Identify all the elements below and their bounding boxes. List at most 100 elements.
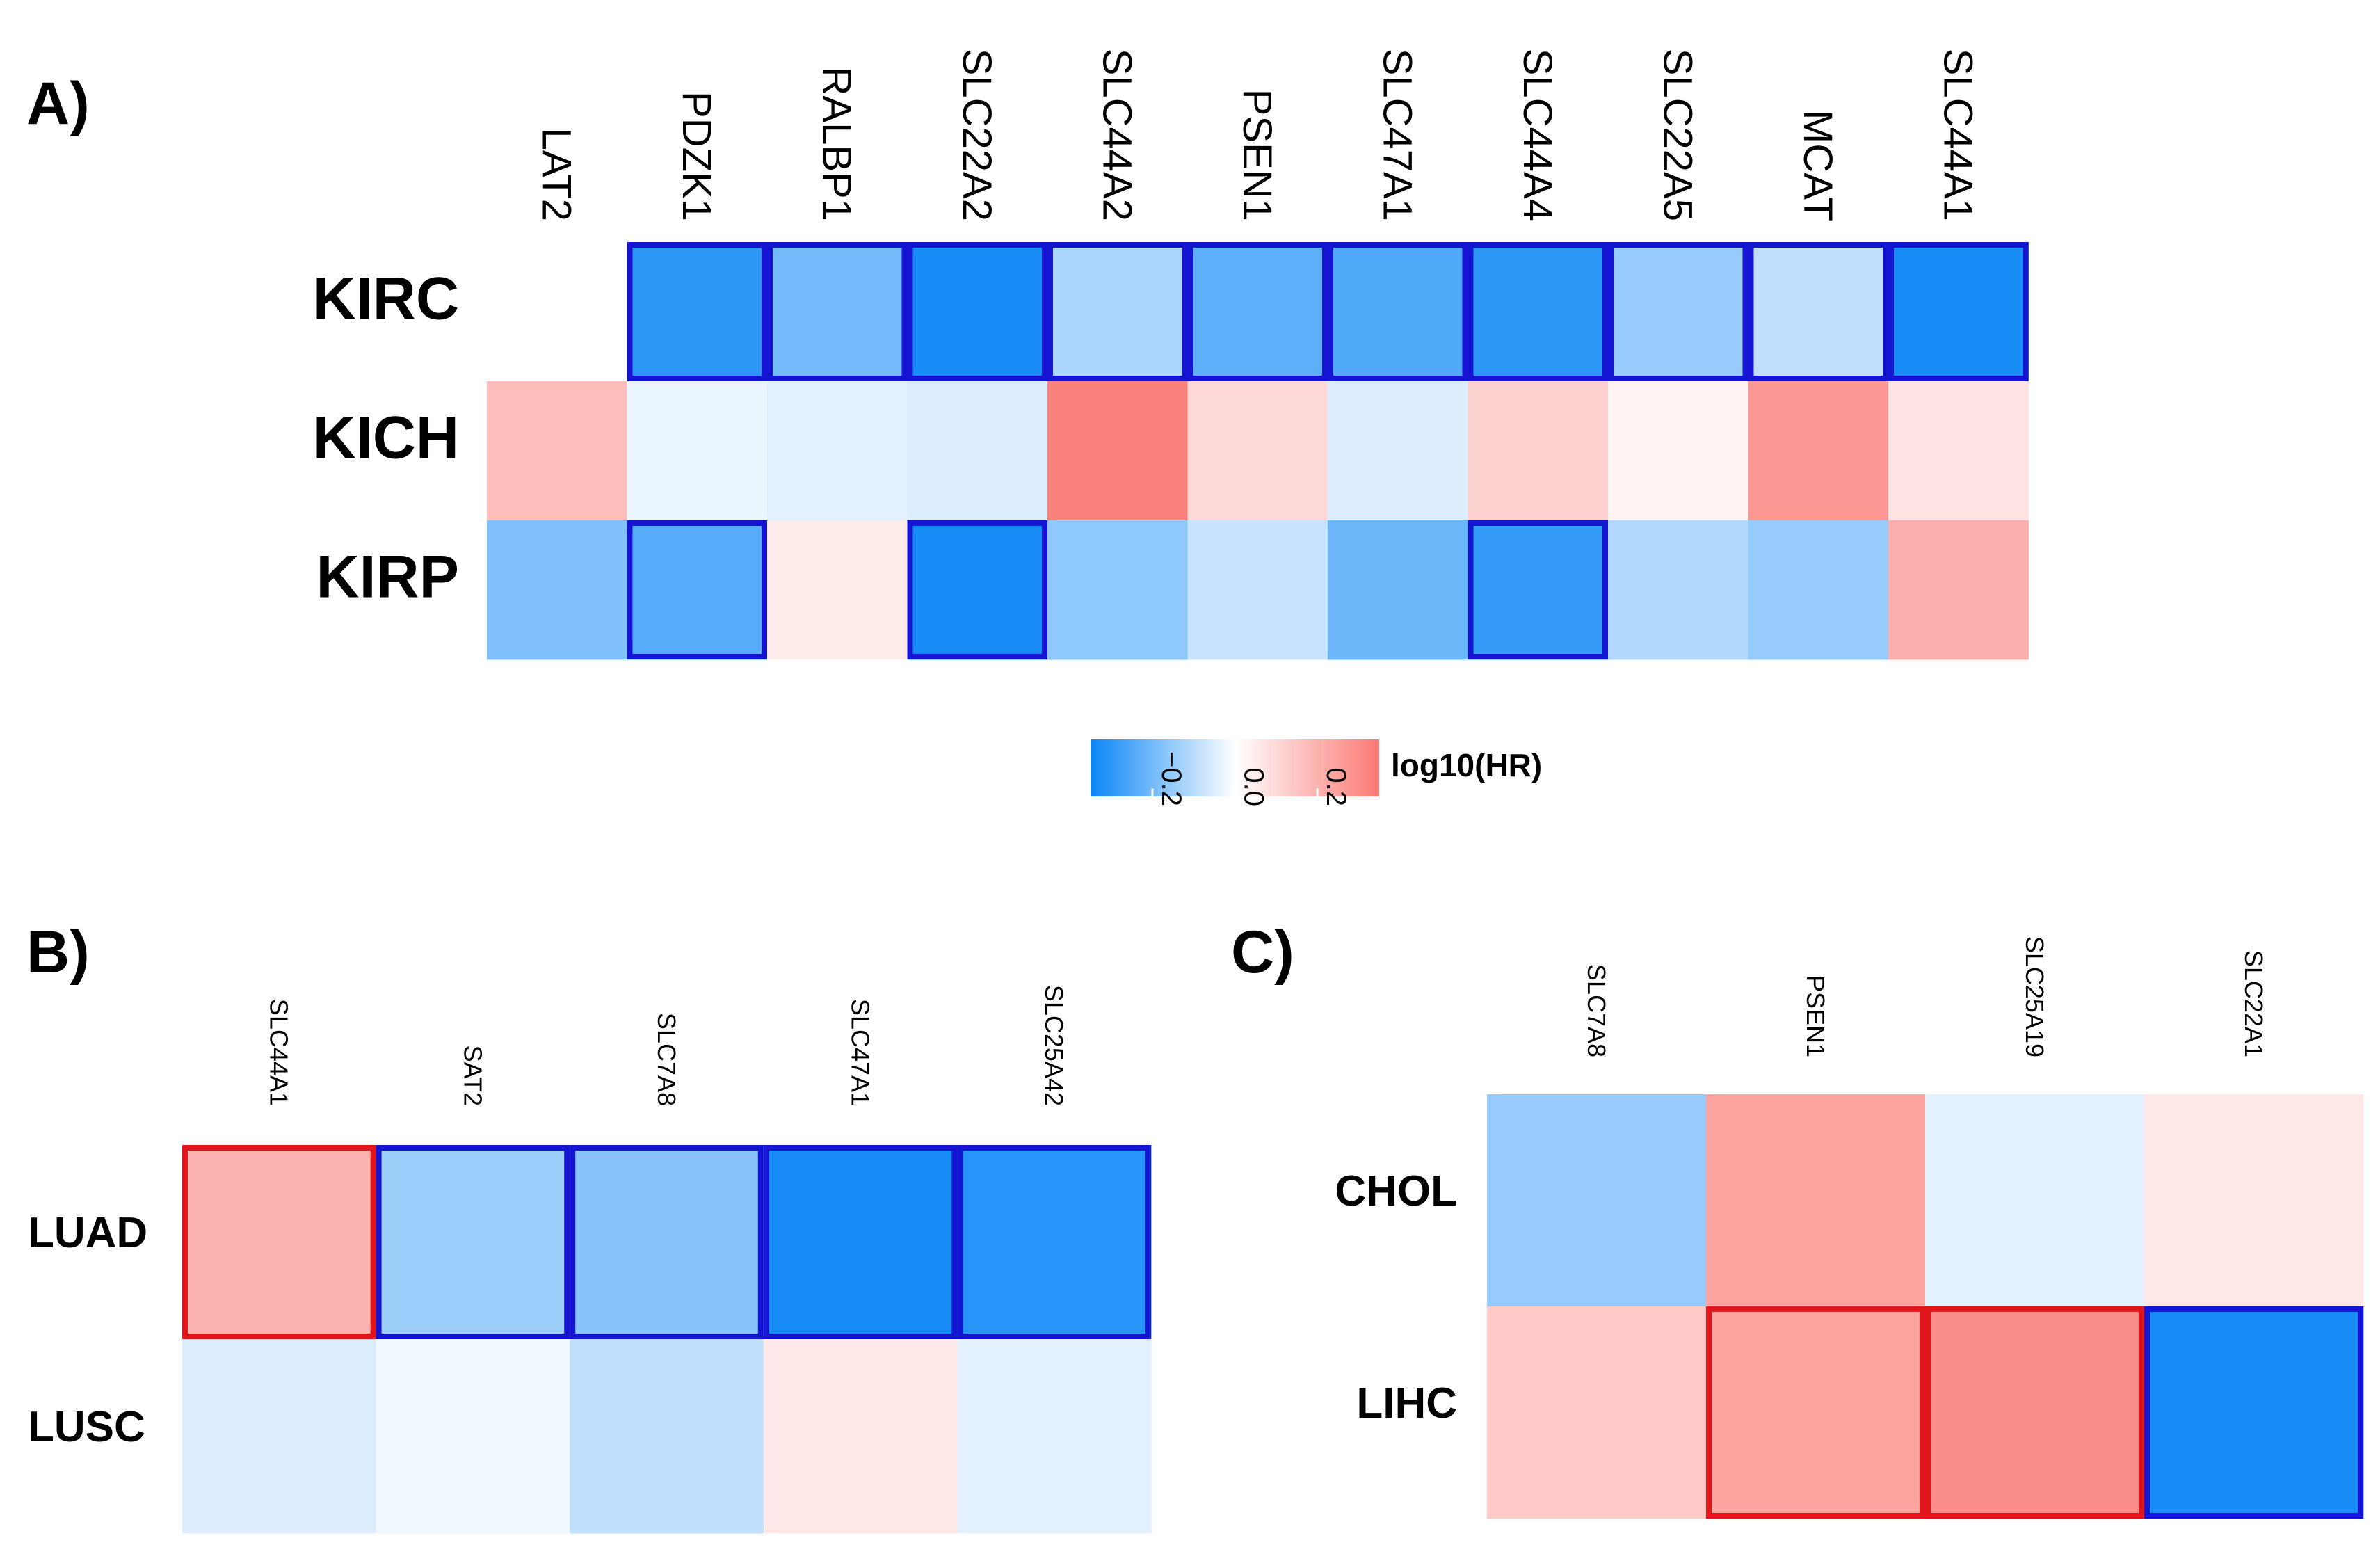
heatmap-cell: [1925, 1306, 2145, 1519]
heatmap-cell: [182, 1145, 377, 1340]
significance-border: [763, 1145, 958, 1339]
colorbar-gradient: [1091, 739, 1379, 796]
panel-a-row-labels: KIRC KICH KIRP: [313, 265, 459, 610]
heatmap-cell: [376, 1145, 570, 1340]
heatmap-cell: [1187, 381, 1328, 521]
column-label-slc47a1: SLC47A1: [1374, 49, 1420, 221]
significance-border: [376, 1145, 570, 1339]
panel-c-column-labels: SLC7A8 PSEN1 SLC25A19 SLC22A1: [1582, 936, 2268, 1057]
heatmap-cell: [767, 520, 908, 660]
panel-b-highlight-borders: [182, 1145, 1152, 1339]
heatmap-cell: [763, 1339, 958, 1534]
significance-border: [1748, 242, 1888, 381]
significance-border: [1047, 242, 1188, 381]
heatmap-cell: [1888, 520, 2029, 660]
colorbar-ticks: −0.2 0.0 0.2: [1151, 751, 1351, 806]
column-label-lat2: LAT2: [533, 128, 579, 221]
panel-c-cells: [1487, 1094, 2364, 1519]
column-label-slc7a8: SLC7A8: [652, 1013, 681, 1106]
panel-a-highlight-borders: [627, 242, 2029, 659]
column-label-pdzk1: PDZK1: [674, 91, 719, 221]
heatmap-cell: [1888, 381, 2029, 521]
significance-border: [767, 242, 908, 381]
heatmap-cell: [1328, 242, 1468, 382]
column-label-slc25a19: SLC25A19: [2020, 936, 2049, 1057]
column-label-slc22a2: SLC22A2: [954, 49, 999, 221]
heatmap-cell: [627, 520, 768, 660]
heatmap-cell: [957, 1339, 1152, 1534]
row-label-lihc: LIHC: [1356, 1379, 1457, 1427]
heatmap-cell: [1925, 1094, 2145, 1307]
heatmap-cell: [1187, 520, 1328, 660]
heatmap-cell: [627, 242, 768, 382]
column-label-slc44a4: SLC44A4: [1515, 49, 1560, 221]
heatmap-cell: [1328, 381, 1468, 521]
panel-b-column-labels: SLC44A1 SAT2 SLC7A8 SLC47A1 SLC25A42: [265, 985, 1068, 1106]
heatmap-cell: [1748, 520, 1889, 660]
heatmap-cell: [957, 1145, 1152, 1340]
heatmap-cell: [570, 1339, 764, 1534]
significance-border: [957, 1145, 1152, 1339]
heatmap-cell: [1468, 381, 1609, 521]
heatmap-cell: [2144, 1094, 2364, 1307]
heatmap-cell: [182, 1339, 377, 1534]
panel-b-label: B): [26, 919, 90, 986]
heatmap-cell: [1608, 381, 1748, 521]
column-label-slc25a42: SLC25A42: [1040, 985, 1068, 1106]
row-label-kirp: KIRP: [316, 543, 459, 610]
heatmap-cell: [1706, 1094, 1926, 1307]
column-label-psen1: PSEN1: [1801, 975, 1830, 1057]
significance-border: [1608, 242, 1748, 381]
significance-border: [570, 1145, 764, 1339]
heatmap-cell: [487, 381, 627, 521]
heatmap-cell: [570, 1145, 764, 1340]
heatmap-cell: [907, 242, 1048, 382]
significance-border: [907, 520, 1047, 659]
heatmap-cell: [1487, 1094, 1707, 1307]
panel-b-row-labels: LUAD LUSC: [28, 1209, 147, 1451]
column-label-slc22a5: SLC22A5: [1655, 49, 1700, 221]
significance-border: [627, 520, 767, 659]
panel-b-heatmap: B) SLC44A1 SAT2 SLC7A8 SLC47A1 SLC25A42 LUAD…: [26, 919, 1152, 1534]
heatmap-cell: [1047, 520, 1188, 660]
colorbar-title: log10(HR): [1391, 747, 1542, 783]
heatmap-cell: [907, 520, 1048, 660]
panel-a-label: A): [26, 70, 90, 137]
heatmap-cell: [376, 1339, 570, 1534]
significance-border: [182, 1145, 376, 1339]
heatmap-cell: [1748, 242, 1889, 382]
heatmap-cell: [1608, 520, 1748, 660]
heatmap-cell: [907, 381, 1048, 521]
heatmap-cell: [767, 381, 908, 521]
heatmap-cell: [2144, 1306, 2364, 1519]
column-label-slc44a1: SLC44A1: [1935, 49, 1980, 221]
heatmap-cell: [1047, 242, 1188, 382]
heatmap-cell: [1748, 381, 1889, 521]
significance-border: [1925, 1306, 2144, 1519]
heatmap-cell: [1468, 242, 1609, 382]
panel-a-column-labels: LAT2 PDZK1 RALBP1 SLC22A2 SLC44A2 PSEN1 SLC47A…: [533, 49, 1980, 221]
heatmap-cell: [1047, 381, 1188, 521]
row-label-kirc: KIRC: [313, 265, 459, 332]
column-label-slc22a1: SLC22A1: [2240, 950, 2268, 1057]
heatmap-cell: [627, 381, 768, 521]
row-label-kich: KICH: [313, 404, 459, 471]
colorbar-tick-label: −0.2: [1156, 751, 1187, 806]
panel-a-cells: [487, 242, 2029, 660]
significance-border: [1888, 242, 2029, 381]
heatmap-cell: [487, 242, 627, 382]
row-label-chol: CHOL: [1335, 1167, 1457, 1215]
panel-c-label: C): [1231, 919, 1294, 986]
row-label-luad: LUAD: [28, 1209, 147, 1257]
column-label-slc44a2: SLC44A2: [1094, 49, 1139, 221]
significance-border: [1468, 242, 1608, 381]
heatmap-cell: [1328, 520, 1468, 660]
significance-border: [2144, 1306, 2363, 1519]
significance-border: [1468, 520, 1608, 659]
panel-c-row-labels: CHOL LIHC: [1335, 1167, 1457, 1427]
heatmap-cell: [763, 1145, 958, 1340]
row-label-lusc: LUSC: [28, 1403, 145, 1451]
significance-border: [1706, 1306, 1925, 1519]
heatmap-cell: [1706, 1306, 1926, 1519]
